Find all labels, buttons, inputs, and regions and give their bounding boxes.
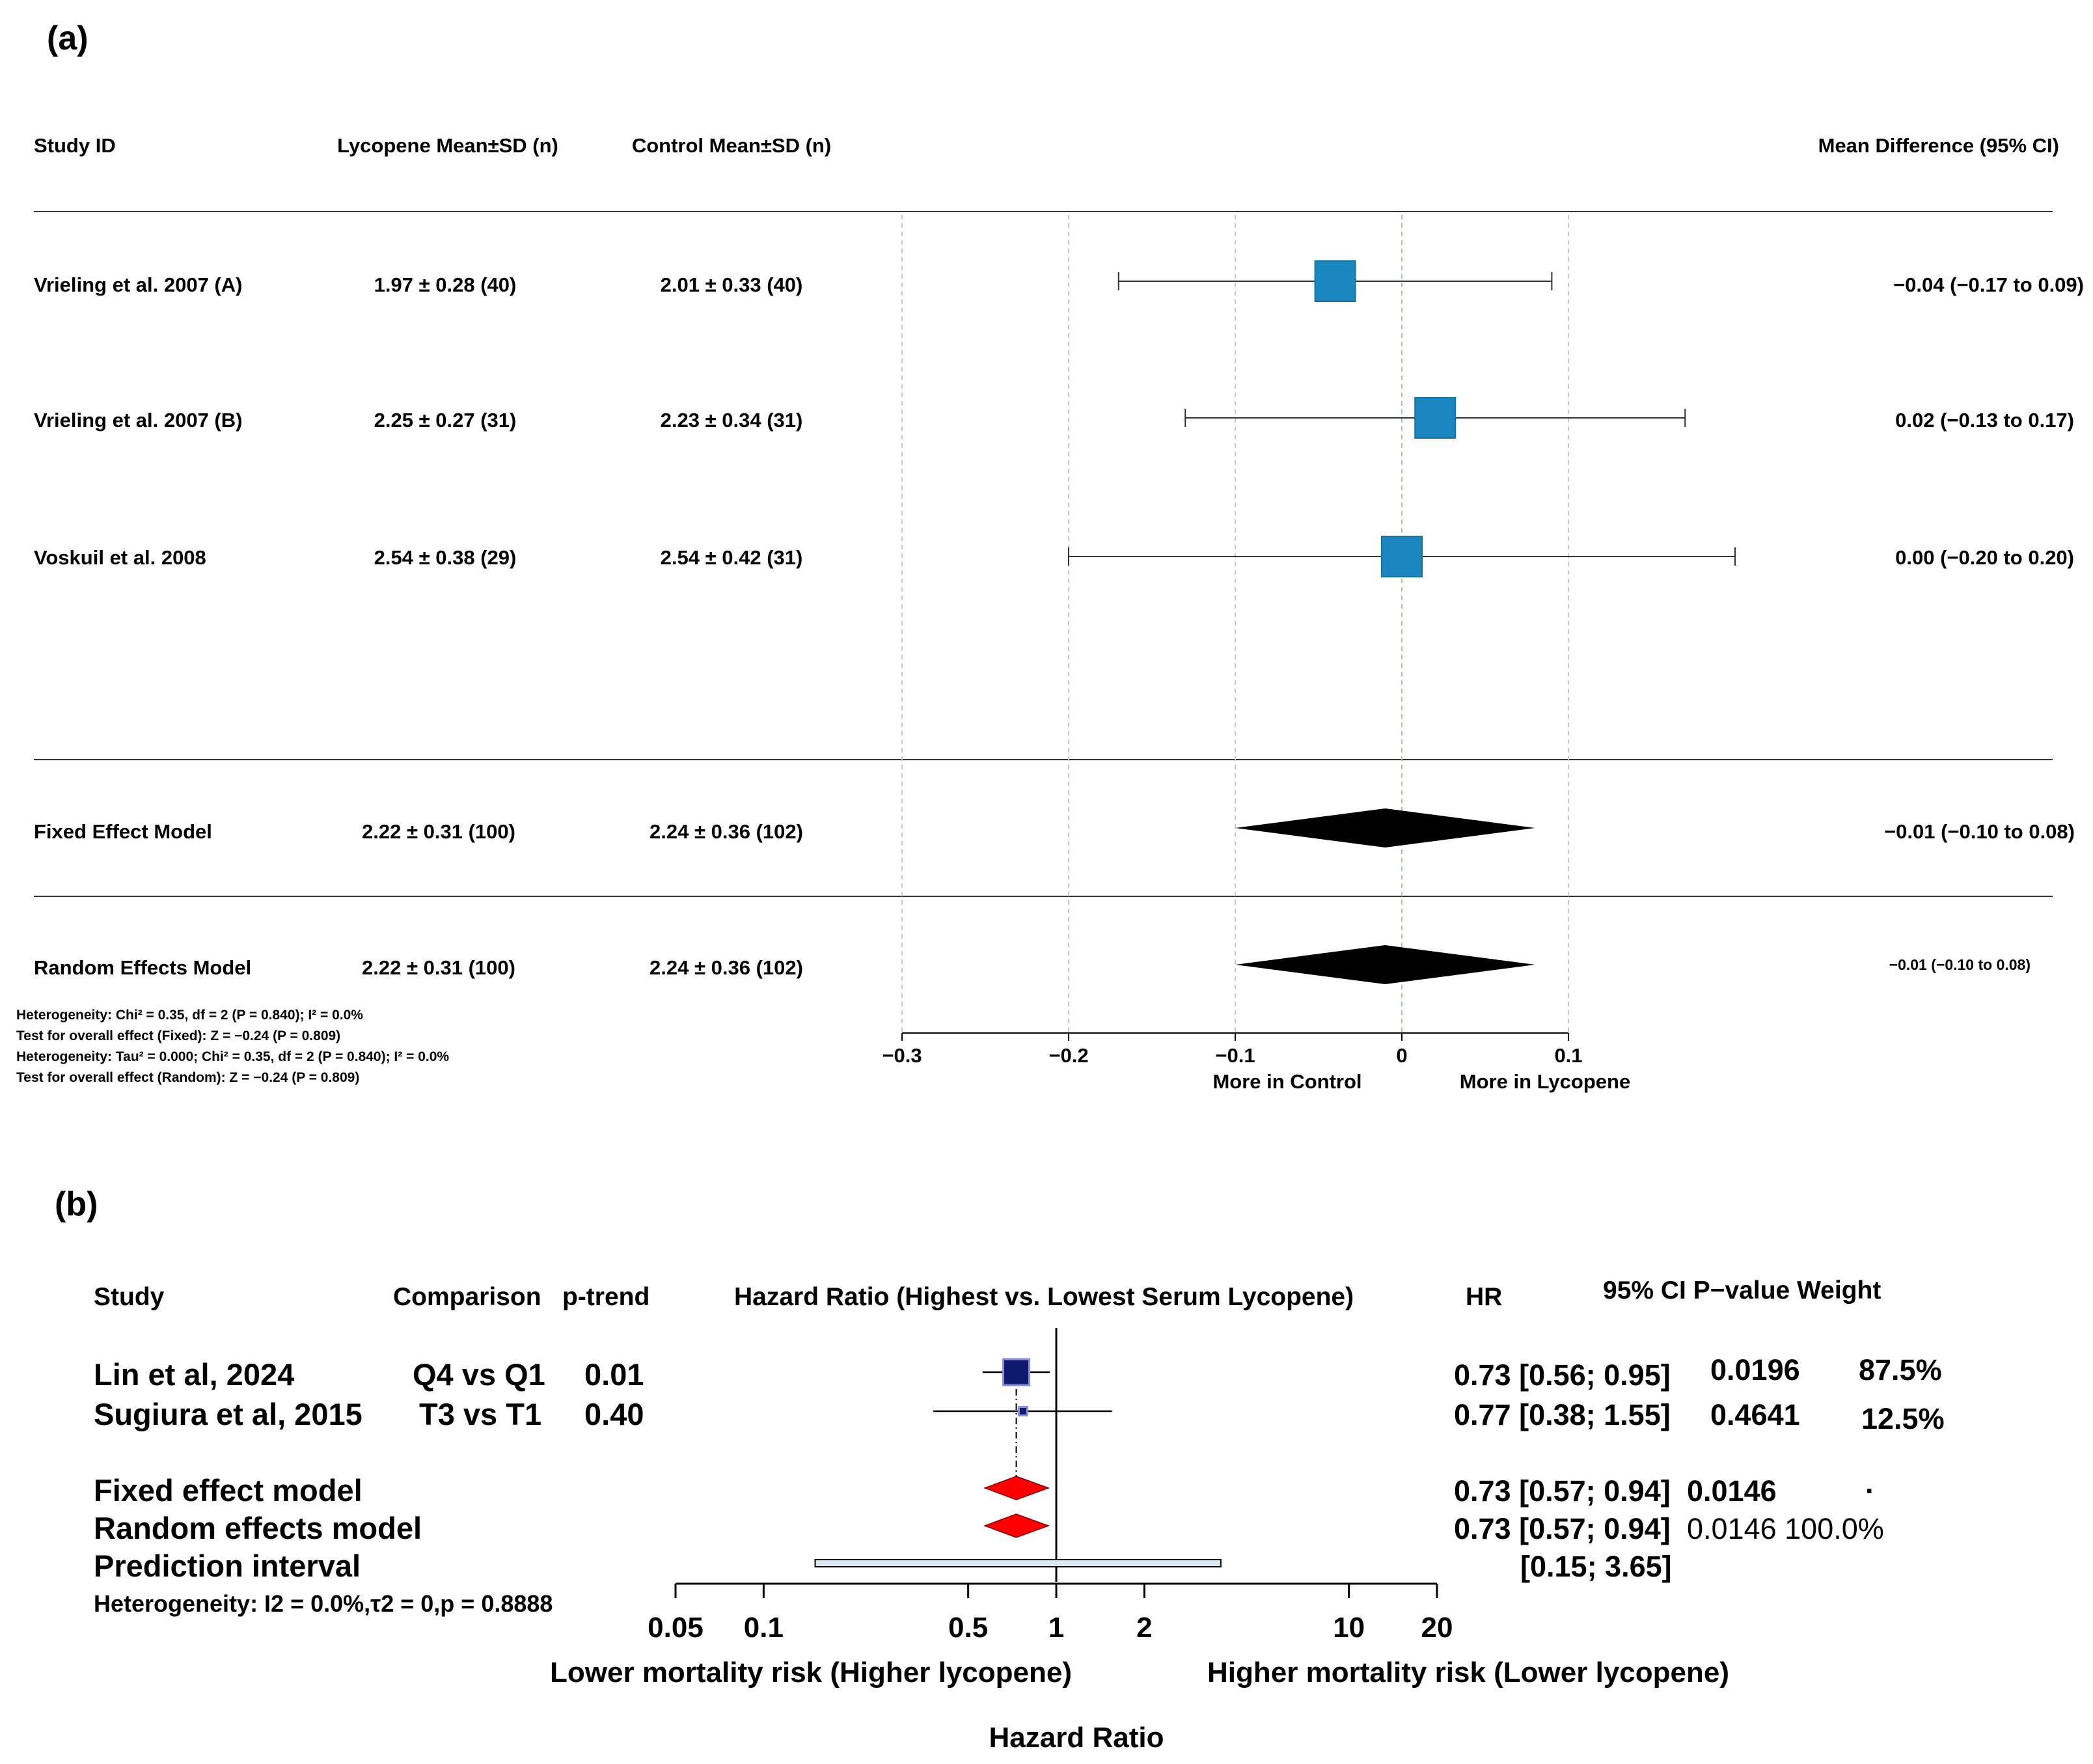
b-header-ptrend: p-trend bbox=[562, 1283, 650, 1311]
b-tick-label: 1 bbox=[1048, 1612, 1064, 1644]
b-row1-weight: 87.5% bbox=[1859, 1353, 1942, 1386]
a-footnote-2: Test for overall effect (Fixed): Z = −0.… bbox=[16, 1028, 340, 1043]
a-row2-ci: 0.02 (−0.13 to 0.17) bbox=[1895, 409, 2074, 432]
b-random-pvalue-weight: 0.0146 100.0% bbox=[1687, 1512, 1884, 1545]
a-random-lycopene: 2.22 ± 0.31 (100) bbox=[362, 956, 515, 979]
b-x-axis: 0.05 0.1 0.5 1 2 10 20 bbox=[648, 1582, 1453, 1644]
b-study-square bbox=[1017, 1406, 1028, 1416]
a-row3-control: 2.54 ± 0.42 (31) bbox=[661, 546, 803, 569]
a-header-control: Control Mean±SD (n) bbox=[632, 134, 831, 157]
a-header-study: Study ID bbox=[34, 134, 116, 157]
b-header-plot-title: Hazard Ratio (Highest vs. Lowest Serum L… bbox=[734, 1283, 1354, 1311]
b-fixed-dot: · bbox=[1865, 1474, 1875, 1508]
a-footnote-4: Test for overall effect (Random): Z = −0… bbox=[16, 1070, 359, 1085]
b-prediction-interval-bar bbox=[814, 1559, 1222, 1567]
a-footnote-3: Heterogeneity: Tau² = 0.000; Chi² = 0.35… bbox=[16, 1049, 449, 1064]
b-random-label: Random effects model bbox=[94, 1511, 422, 1545]
b-row1-study: Lin et al, 2024 bbox=[94, 1357, 294, 1392]
b-heterogeneity: Heterogeneity: I2 = 0.0%,τ2 = 0,p = 0.88… bbox=[94, 1590, 553, 1617]
b-favors-right: Higher mortality risk (Lower lycopene) bbox=[1207, 1657, 1729, 1688]
b-tick-label: 0.05 bbox=[648, 1612, 704, 1644]
b-tick-label: 2 bbox=[1136, 1612, 1152, 1644]
b-header-hr: HR bbox=[1466, 1283, 1502, 1311]
a-row3-ci: 0.00 (−0.20 to 0.20) bbox=[1895, 546, 2074, 569]
a-study-square bbox=[1381, 536, 1423, 577]
a-random-ci: −0.01 (−0.10 to 0.08) bbox=[1889, 956, 2031, 973]
b-header-study: Study bbox=[94, 1283, 165, 1311]
a-header-lycopene: Lycopene Mean±SD (n) bbox=[337, 134, 558, 157]
a-fixed-lycopene: 2.22 ± 0.31 (100) bbox=[362, 820, 515, 843]
b-tick-label: 20 bbox=[1421, 1612, 1453, 1644]
b-fixed-label: Fixed effect model bbox=[94, 1473, 363, 1508]
a-row3-study: Voskuil et al. 2008 bbox=[34, 546, 206, 569]
b-tick-label: 10 bbox=[1333, 1612, 1365, 1644]
a-random-label: Random Effects Model bbox=[34, 956, 251, 979]
panel-b-label: (b) bbox=[55, 1185, 98, 1223]
b-fixed-pvalue: 0.0146 bbox=[1687, 1474, 1777, 1508]
a-tick-label: −0.2 bbox=[1048, 1044, 1088, 1067]
a-x-axis: −0.3 −0.2 −0.1 0 0.1 bbox=[882, 1032, 1583, 1067]
b-prediction-label: Prediction interval bbox=[94, 1549, 361, 1583]
b-row2-pvalue: 0.4641 bbox=[1710, 1398, 1800, 1431]
panel-a: (a) Study ID Lycopene Mean±SD (n) Contro… bbox=[16, 20, 2084, 1093]
b-xlabel: Hazard Ratio bbox=[989, 1722, 1164, 1754]
b-row1-ptrend: 0.01 bbox=[584, 1357, 644, 1392]
a-favors-left: More in Control bbox=[1212, 1070, 1361, 1093]
b-row1-hr-ci: 0.73 [0.56; 0.95] bbox=[1454, 1358, 1671, 1392]
b-prediction-ci: [0.15; 3.65] bbox=[1520, 1550, 1672, 1583]
b-header-ci-p-weight: 95% CI P−value Weight bbox=[1603, 1276, 1881, 1304]
a-footnote-1: Heterogeneity: Chi² = 0.35, df = 2 (P = … bbox=[16, 1008, 363, 1023]
b-row2-weight: 12.5% bbox=[1861, 1402, 1945, 1435]
a-fixed-control: 2.24 ± 0.36 (102) bbox=[650, 820, 803, 843]
b-pooled-diamond bbox=[983, 1476, 1050, 1500]
a-fixed-label: Fixed Effect Model bbox=[34, 820, 212, 843]
a-pooled-diamond bbox=[1235, 945, 1535, 984]
b-header-comparison: Comparison bbox=[393, 1283, 541, 1311]
b-pooled-diamond bbox=[983, 1513, 1050, 1538]
b-row2-ptrend: 0.40 bbox=[584, 1397, 644, 1431]
a-row1-control: 2.01 ± 0.33 (40) bbox=[661, 273, 803, 296]
a-plot-marks bbox=[1068, 260, 1736, 984]
a-study-square bbox=[1414, 397, 1457, 439]
b-row1-comparison: Q4 vs Q1 bbox=[413, 1357, 545, 1392]
b-tick-label: 0.5 bbox=[948, 1612, 988, 1644]
panel-a-label: (a) bbox=[47, 20, 89, 57]
a-random-control: 2.24 ± 0.36 (102) bbox=[650, 956, 803, 979]
a-pooled-diamond bbox=[1235, 808, 1535, 848]
a-tick-label: 0 bbox=[1396, 1044, 1407, 1067]
a-row2-study: Vrieling et al. 2007 (B) bbox=[34, 409, 242, 432]
a-gridlines bbox=[901, 215, 1569, 1032]
a-tick-label: −0.1 bbox=[1215, 1044, 1255, 1067]
a-row2-control: 2.23 ± 0.34 (31) bbox=[661, 409, 803, 432]
a-row2-lycopene: 2.25 ± 0.27 (31) bbox=[374, 409, 517, 432]
b-favors-left: Lower mortality risk (Higher lycopene) bbox=[550, 1657, 1072, 1688]
a-row1-ci: −0.04 (−0.17 to 0.09) bbox=[1893, 273, 2084, 296]
a-header-md: Mean Difference (95% CI) bbox=[1818, 134, 2059, 157]
b-row2-study: Sugiura et al, 2015 bbox=[94, 1397, 363, 1431]
panel-b: (b) Study Comparison p-trend Hazard Rati… bbox=[55, 1185, 1945, 1754]
a-study-square bbox=[1314, 260, 1356, 302]
a-row1-study: Vrieling et al. 2007 (A) bbox=[34, 273, 242, 296]
a-tick-label: −0.3 bbox=[882, 1044, 922, 1067]
b-row2-hr-ci: 0.77 [0.38; 1.55] bbox=[1454, 1398, 1671, 1431]
b-tick-label: 0.1 bbox=[744, 1612, 784, 1644]
b-study-square bbox=[1002, 1358, 1031, 1386]
b-plot-marks bbox=[814, 1328, 1222, 1582]
a-favors-right: More in Lycopene bbox=[1460, 1070, 1630, 1093]
b-row2-comparison: T3 vs T1 bbox=[419, 1397, 541, 1431]
b-row1-pvalue: 0.0196 bbox=[1710, 1353, 1800, 1386]
a-row3-lycopene: 2.54 ± 0.38 (29) bbox=[374, 546, 517, 569]
a-tick-label: 0.1 bbox=[1554, 1044, 1582, 1067]
b-random-hr-ci: 0.73 [0.57; 0.94] bbox=[1454, 1512, 1671, 1545]
a-row1-lycopene: 1.97 ± 0.28 (40) bbox=[374, 273, 517, 296]
b-fixed-hr-ci: 0.73 [0.57; 0.94] bbox=[1454, 1474, 1671, 1508]
a-fixed-ci: −0.01 (−0.10 to 0.08) bbox=[1884, 820, 2075, 843]
